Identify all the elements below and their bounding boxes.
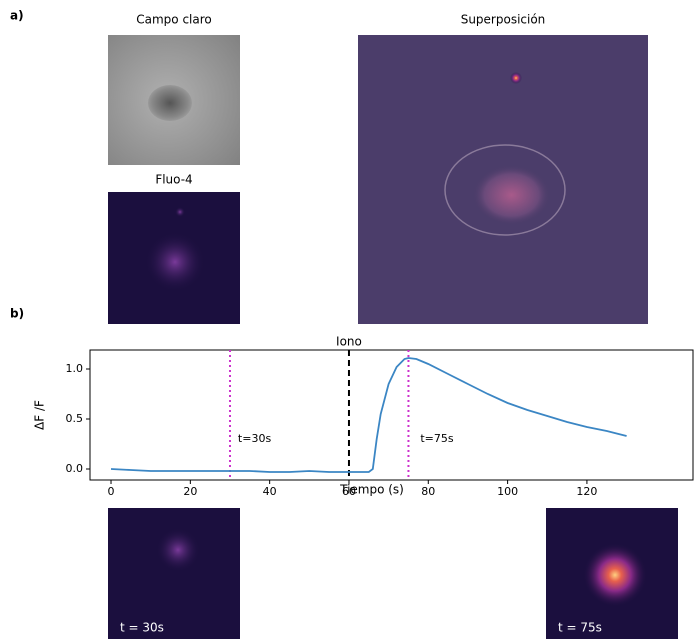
x-tick-label: 120: [576, 485, 597, 498]
image-title: Superposición: [461, 13, 546, 27]
x-tick-label: 20: [183, 485, 197, 498]
y-tick-label: 1.0: [66, 362, 84, 375]
x-tick-label: 40: [263, 485, 277, 498]
image-title: Campo claro: [136, 13, 212, 27]
inset-image: [546, 508, 678, 639]
x-tick-label: 100: [497, 485, 518, 498]
image-title: Fluo-4: [155, 173, 192, 187]
y-tick-label: 0.5: [66, 412, 84, 425]
overlay-image: [358, 35, 648, 324]
x-tick-label: 80: [421, 485, 435, 498]
plot-frame: [90, 350, 693, 480]
brightfield-image: [108, 35, 240, 165]
inset-image: [108, 508, 240, 639]
y-tick-label: 0.0: [66, 462, 84, 475]
x-tick-label: 60: [342, 485, 356, 498]
inset-label: t = 75s: [558, 621, 602, 635]
panel-label: b): [10, 307, 24, 321]
annotation: t=30s: [238, 432, 272, 445]
data-line: [111, 358, 627, 472]
fluo-image: [108, 192, 240, 324]
panel-label: a): [10, 9, 24, 23]
figure: a) Campo claro Fluo-4 Superposición b) t…: [0, 0, 695, 639]
x-tick-label: 0: [108, 485, 115, 498]
inset-label: t = 30s: [120, 621, 164, 635]
annotation: t=75s: [420, 432, 454, 445]
event-label: Iono: [336, 335, 362, 349]
y-axis-label: ΔF /F: [33, 400, 47, 430]
